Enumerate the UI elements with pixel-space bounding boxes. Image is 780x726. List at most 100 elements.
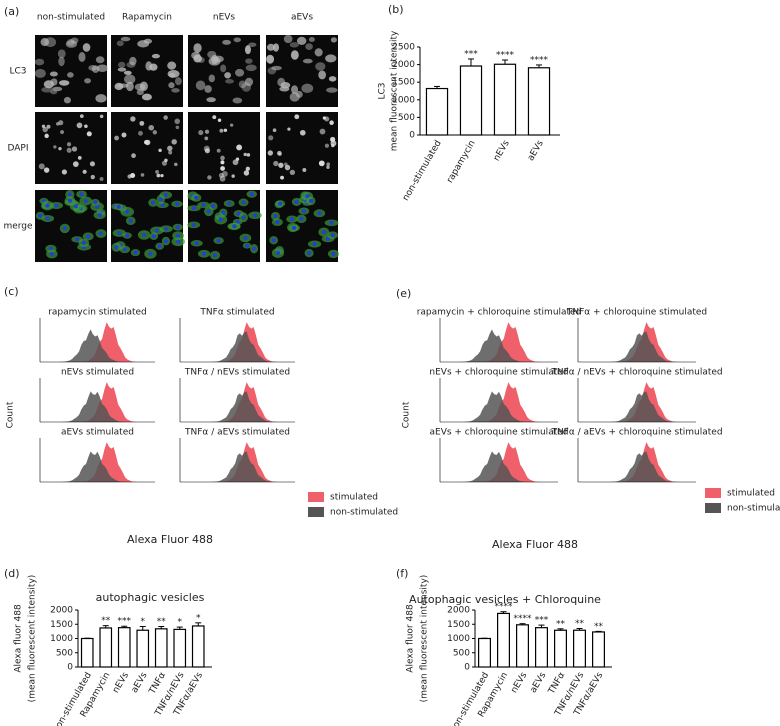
cell — [290, 50, 299, 60]
histogram-title: TNFα / aEVs + chloroquine stimulated — [550, 428, 722, 438]
nucleus — [81, 240, 86, 245]
nucleus — [160, 173, 164, 178]
nucleus — [142, 232, 147, 237]
nucleus — [273, 160, 279, 167]
nucleus — [201, 202, 206, 207]
panel-label: (c) — [4, 285, 19, 298]
cell — [141, 93, 152, 101]
cell — [70, 37, 79, 44]
nucleus — [218, 172, 224, 178]
nucleus — [324, 143, 330, 148]
cell — [120, 36, 131, 42]
nucleus — [330, 233, 335, 238]
nucleus — [99, 114, 104, 119]
nucleus — [75, 237, 80, 242]
y-tick-label: 2000 — [447, 606, 470, 616]
nucleus — [168, 150, 173, 155]
nucleus — [220, 166, 225, 171]
cell — [124, 74, 136, 85]
nucleus — [232, 224, 237, 229]
nucleus — [206, 209, 211, 214]
cell — [302, 58, 313, 64]
nucleus — [152, 130, 158, 135]
y-tick-label: 500 — [56, 648, 73, 658]
legend-label: non-stimulated — [330, 508, 398, 518]
cell — [233, 37, 241, 43]
cell — [225, 79, 235, 84]
bar — [425, 87, 449, 136]
cell — [204, 85, 212, 93]
nucleus — [130, 173, 136, 179]
nucleus — [292, 225, 297, 230]
nucleus — [148, 124, 155, 131]
nucleus — [202, 251, 207, 256]
nucleus — [312, 242, 317, 247]
nucleus — [175, 125, 180, 130]
cell — [151, 53, 160, 59]
significance: ** — [101, 616, 111, 626]
nucleus — [38, 163, 45, 170]
nucleus — [176, 239, 181, 244]
non-stimulated-histogram — [40, 329, 155, 362]
cell — [117, 67, 127, 72]
non-stimulated-histogram — [440, 329, 558, 362]
nucleus — [125, 233, 130, 238]
nucleus — [46, 124, 51, 129]
row-label: DAPI — [7, 144, 28, 154]
nucleus — [236, 144, 243, 151]
legend-swatch — [705, 488, 721, 498]
nucleus — [133, 250, 138, 255]
y-tick-label: 1000 — [447, 634, 470, 644]
nucleus — [122, 247, 127, 252]
nucleus — [204, 136, 209, 141]
micrograph — [266, 190, 340, 262]
cell — [330, 37, 337, 43]
cell — [49, 71, 58, 77]
nucleus — [278, 152, 282, 157]
histogram-title: rapamycin stimulated — [48, 308, 147, 318]
y-axis-label: Alexa fluor 488 — [406, 604, 416, 673]
nucleus — [121, 132, 127, 138]
nucleus — [157, 244, 162, 249]
nucleus — [131, 153, 136, 159]
nucleus — [150, 200, 155, 205]
cell — [43, 80, 54, 89]
nucleus — [155, 170, 159, 174]
significance: * — [141, 617, 146, 627]
nucleus — [86, 234, 91, 239]
nucleus — [67, 192, 72, 197]
cell — [301, 83, 314, 94]
x-axis-label: Alexa Fluor 488 — [492, 538, 578, 551]
nucleus — [213, 253, 218, 258]
nucleus — [156, 173, 161, 178]
nucleus — [318, 160, 325, 167]
nucleus — [207, 175, 212, 180]
nucleus — [241, 215, 246, 220]
cell — [325, 54, 337, 63]
nucleus — [245, 243, 250, 248]
significance: *** — [535, 616, 549, 626]
row-label: merge — [3, 222, 33, 232]
nucleus — [114, 245, 119, 250]
micrograph — [111, 112, 183, 184]
nucleus — [241, 200, 246, 205]
cell — [168, 82, 175, 89]
nucleus — [331, 143, 335, 148]
significance: *** — [118, 617, 132, 627]
nucleus — [58, 146, 62, 151]
nucleus — [203, 145, 210, 152]
cell — [314, 48, 323, 57]
nucleus — [289, 217, 294, 222]
panel-label: (b) — [388, 3, 404, 16]
cell — [222, 39, 231, 45]
nucleus — [287, 127, 291, 131]
y-tick-label: 0 — [409, 131, 415, 141]
bar — [478, 637, 491, 668]
nucleus — [194, 195, 199, 200]
cell — [88, 65, 97, 71]
non-stimulated-histogram — [180, 451, 295, 482]
histogram-title: aEVs + chloroquine stimulated — [430, 428, 569, 438]
cell — [58, 80, 70, 86]
cell — [266, 43, 275, 51]
significance: **** — [514, 614, 533, 624]
